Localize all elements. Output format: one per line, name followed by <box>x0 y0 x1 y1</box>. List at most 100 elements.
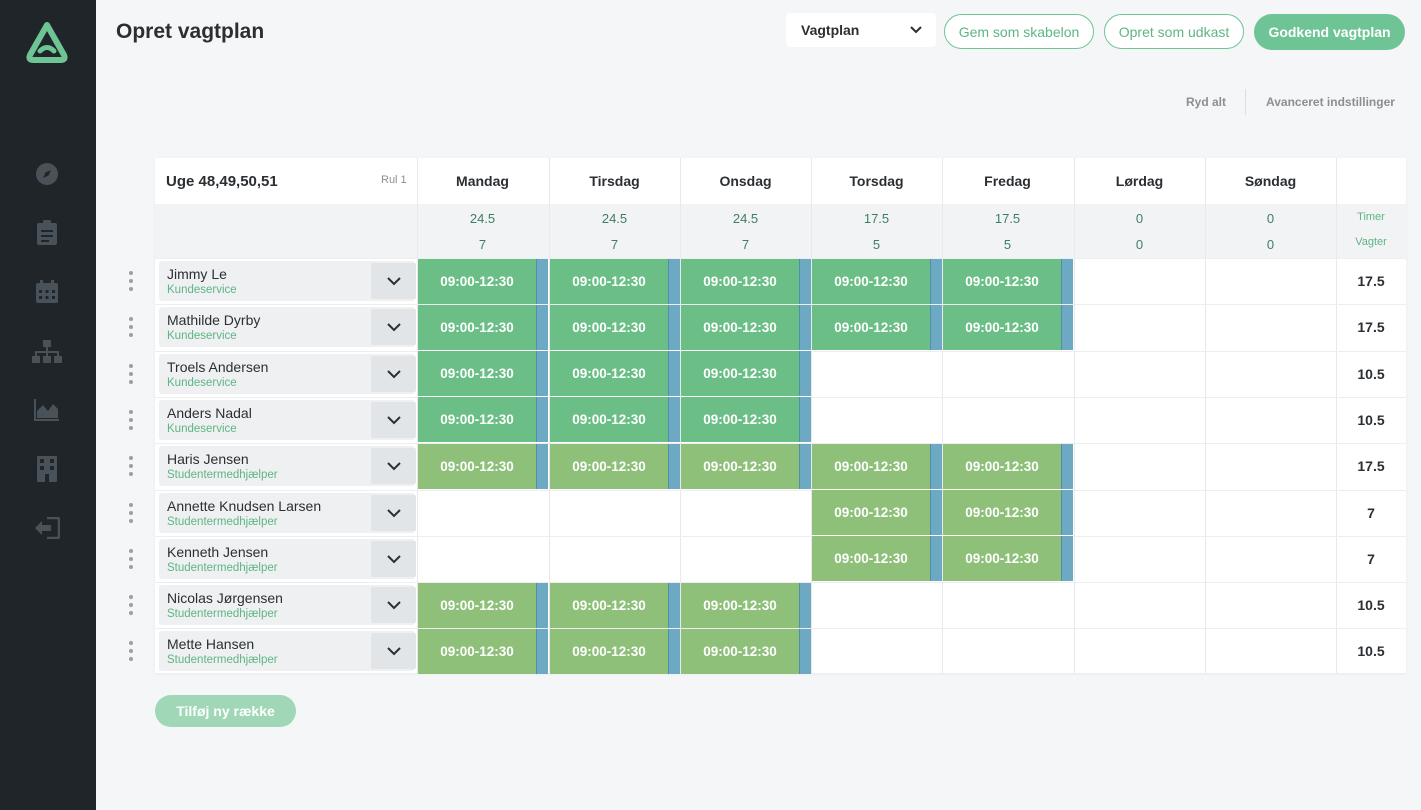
shift-cell[interactable]: 09:00-12:30 <box>943 305 1073 350</box>
shift-cell[interactable]: 09:00-12:30 <box>550 305 680 350</box>
shift-time: 09:00-12:30 <box>834 505 908 520</box>
app-logo[interactable] <box>26 22 68 64</box>
employee-department: Studentermedhjælper <box>167 562 278 574</box>
day-hours: 17.5 <box>994 211 1021 226</box>
row-total-hours: 10.5 <box>1357 366 1385 382</box>
building-icon[interactable] <box>32 454 62 484</box>
drag-handle-icon[interactable] <box>128 456 134 476</box>
calendar-icon[interactable] <box>32 277 62 307</box>
advanced-settings-link[interactable]: Avanceret indstillinger <box>1266 95 1395 109</box>
employee-select[interactable]: Mathilde Dyrby Kundeservice <box>159 307 416 347</box>
employee-department: Studentermedhjælper <box>167 469 278 481</box>
chevron-down-icon[interactable] <box>371 633 416 669</box>
clear-all-link[interactable]: Ryd alt <box>1186 95 1227 109</box>
shift-cell[interactable]: 09:00-12:30 <box>681 397 811 442</box>
shift-cell[interactable]: 09:00-12:30 <box>418 259 548 304</box>
shift-cell[interactable]: 09:00-12:30 <box>550 629 680 674</box>
shift-cell[interactable]: 09:00-12:30 <box>550 351 680 396</box>
drag-handle-icon[interactable] <box>128 641 134 661</box>
drag-handle-icon[interactable] <box>128 271 134 291</box>
shift-cell[interactable]: 09:00-12:30 <box>418 444 548 489</box>
drag-handle-icon[interactable] <box>128 503 134 523</box>
drag-handle-icon[interactable] <box>128 364 134 384</box>
shift-time: 09:00-12:30 <box>703 320 777 335</box>
chevron-down-icon[interactable] <box>371 448 416 484</box>
plan-type-select[interactable]: Vagtplan <box>786 13 936 47</box>
shift-cell[interactable]: 09:00-12:30 <box>681 351 811 396</box>
shift-cell[interactable]: 09:00-12:30 <box>681 629 811 674</box>
shift-cell[interactable]: 09:00-12:30 <box>681 259 811 304</box>
chevron-down-icon[interactable] <box>371 587 416 623</box>
shift-cell[interactable]: 09:00-12:30 <box>812 490 942 535</box>
approve-schedule-button[interactable]: Godkend vagtplan <box>1254 14 1405 50</box>
shift-cell[interactable]: 09:00-12:30 <box>943 444 1073 489</box>
shift-cell[interactable]: 09:00-12:30 <box>681 305 811 350</box>
shift-cell[interactable]: 09:00-12:30 <box>550 444 680 489</box>
save-template-button[interactable]: Gem som skabelon <box>944 14 1094 49</box>
chevron-down-icon[interactable] <box>371 402 416 438</box>
shift-cell[interactable]: 09:00-12:30 <box>550 397 680 442</box>
day-header: Lørdag <box>1115 173 1164 189</box>
shift-time: 09:00-12:30 <box>965 459 1039 474</box>
shift-time: 09:00-12:30 <box>834 320 908 335</box>
chevron-down-icon[interactable] <box>371 309 416 345</box>
shift-cell[interactable]: 09:00-12:30 <box>812 305 942 350</box>
employee-select[interactable]: Anders Nadal Kundeservice <box>159 400 416 440</box>
employee-department: Kundeservice <box>167 423 237 435</box>
drag-handle-icon[interactable] <box>128 549 134 569</box>
chevron-down-icon[interactable] <box>371 495 416 531</box>
shift-time: 09:00-12:30 <box>572 412 646 427</box>
employee-select[interactable]: Nicolas Jørgensen Studentermedhjælper <box>159 585 416 625</box>
grid-line <box>1074 158 1075 673</box>
chevron-down-icon[interactable] <box>371 356 416 392</box>
employee-department: Studentermedhjælper <box>167 516 278 528</box>
drag-handle-icon[interactable] <box>128 317 134 337</box>
day-header: Søndag <box>1244 173 1297 189</box>
shift-time: 09:00-12:30 <box>440 412 514 427</box>
drag-handle-icon[interactable] <box>128 595 134 615</box>
shift-cell[interactable]: 09:00-12:30 <box>812 259 942 304</box>
employee-select[interactable]: Troels Andersen Kundeservice <box>159 354 416 394</box>
shift-cell[interactable]: 09:00-12:30 <box>550 583 680 628</box>
employee-select[interactable]: Kenneth Jensen Studentermedhjælper <box>159 539 416 579</box>
employee-select[interactable]: Haris Jensen Studentermedhjælper <box>159 446 416 486</box>
employee-select[interactable]: Mette Hansen Studentermedhjælper <box>159 631 416 671</box>
shift-cell[interactable]: 09:00-12:30 <box>943 490 1073 535</box>
shift-cell[interactable]: 09:00-12:30 <box>681 444 811 489</box>
drag-handle-icon[interactable] <box>128 410 134 430</box>
area-chart-icon[interactable] <box>32 395 62 425</box>
day-header: Tirsdag <box>589 173 640 189</box>
shift-cell[interactable]: 09:00-12:30 <box>812 536 942 581</box>
shift-end-marker <box>799 583 811 628</box>
day-header: Onsdag <box>719 173 772 189</box>
shift-end-marker <box>799 629 811 674</box>
shift-cell[interactable]: 09:00-12:30 <box>943 536 1073 581</box>
day-hours: 24.5 <box>732 211 759 226</box>
shift-cell[interactable]: 09:00-12:30 <box>550 259 680 304</box>
shift-cell[interactable]: 09:00-12:30 <box>418 397 548 442</box>
day-header: Fredag <box>984 173 1031 189</box>
chevron-down-icon[interactable] <box>371 263 416 299</box>
shift-time: 09:00-12:30 <box>572 274 646 289</box>
add-row-button[interactable]: Tilføj ny række <box>155 695 296 727</box>
clipboard-icon[interactable] <box>32 218 62 248</box>
chevron-down-icon[interactable] <box>371 541 416 577</box>
logout-icon[interactable] <box>32 513 62 543</box>
schedule-table: Uge 48,49,50,51 Rul 1 Timer Vagter Manda… <box>155 158 1406 674</box>
save-draft-button[interactable]: Opret som udkast <box>1104 14 1244 49</box>
shift-cell[interactable]: 09:00-12:30 <box>418 351 548 396</box>
org-chart-icon[interactable] <box>32 337 62 367</box>
shift-time: 09:00-12:30 <box>440 598 514 613</box>
shift-cell[interactable]: 09:00-12:30 <box>418 583 548 628</box>
shift-cell[interactable]: 09:00-12:30 <box>681 583 811 628</box>
compass-icon[interactable] <box>32 159 62 189</box>
chevron-down-icon <box>910 21 922 39</box>
shift-cell[interactable]: 09:00-12:30 <box>812 444 942 489</box>
summary-band <box>155 204 1406 258</box>
row-separator <box>155 258 1406 259</box>
shift-cell[interactable]: 09:00-12:30 <box>418 629 548 674</box>
shift-cell[interactable]: 09:00-12:30 <box>943 259 1073 304</box>
employee-select[interactable]: Annette Knudsen Larsen Studentermedhjælpe… <box>159 493 416 533</box>
shift-cell[interactable]: 09:00-12:30 <box>418 305 548 350</box>
employee-select[interactable]: Jimmy Le Kundeservice <box>159 261 416 301</box>
